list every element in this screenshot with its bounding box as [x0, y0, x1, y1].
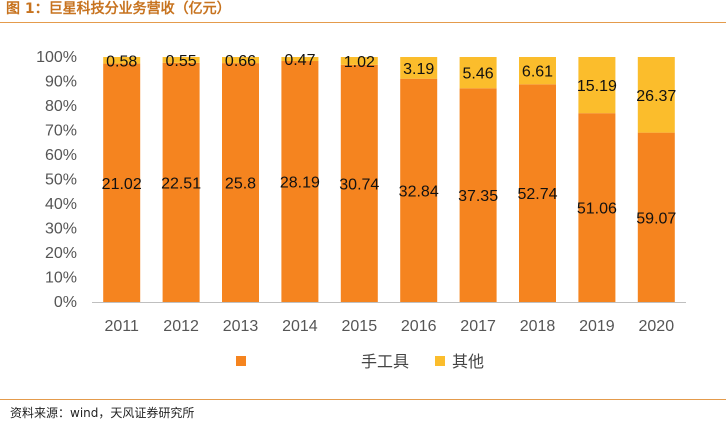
bar-segment-hand-tools	[578, 113, 616, 302]
bar-segment-other	[162, 57, 200, 63]
x-tick-label: 2015	[342, 318, 378, 335]
x-tick-label: 2018	[520, 318, 556, 335]
x-tick-label: 2019	[579, 318, 615, 335]
y-tick-label: 30%	[45, 221, 77, 238]
x-tick-label: 2017	[460, 318, 496, 335]
x-axis: 2011 2012 2013 2014 2015 2016 2017 2018 2019 2020	[104, 318, 674, 335]
data-label-hand-tools: 37.35	[458, 188, 498, 205]
x-tick-label: 2016	[401, 318, 437, 335]
y-tick-label: 70%	[45, 123, 77, 140]
data-label-hand-tools: 30.74	[339, 176, 379, 193]
y-tick-label: 10%	[45, 270, 77, 287]
bars: 21.02 0.58 22.51 0.55 25.8 0.66 28.19 0.47 30.74…	[102, 52, 676, 303]
x-tick-label: 2013	[223, 318, 259, 335]
bar-segment-hand-tools	[162, 62, 200, 303]
bar-segment-hand-tools	[281, 61, 319, 303]
bar-segment-hand-tools	[459, 88, 497, 302]
data-label-other: 1.02	[344, 54, 375, 71]
y-tick-label: 20%	[45, 245, 77, 262]
bar-segment-other	[459, 57, 497, 89]
data-label-hand-tools: 52.74	[517, 186, 557, 203]
bar-segment-hand-tools	[400, 78, 438, 302]
data-label-other: 5.46	[463, 66, 494, 83]
data-label-other: 6.61	[522, 64, 553, 81]
y-tick-label: 0%	[54, 294, 77, 311]
y-axis: 0% 10% 20% 30% 40% 50% 60% 70% 80% 90% 100%	[36, 49, 686, 311]
data-label-hand-tools: 32.84	[399, 183, 439, 200]
y-tick-label: 80%	[45, 98, 77, 115]
figure-title: 图 1：巨星科技分业务营收（亿元）	[6, 1, 231, 17]
bar-segment-hand-tools	[340, 64, 378, 303]
bar-segment-other	[578, 57, 616, 114]
bar-segment-hand-tools	[222, 63, 259, 302]
footer-rule	[0, 399, 726, 400]
data-label-hand-tools: 22.51	[161, 175, 201, 192]
x-tick-label: 2011	[104, 318, 139, 335]
data-label-hand-tools: 59.07	[636, 210, 676, 227]
data-label-other: 0.58	[106, 53, 137, 70]
bar-segment-other	[340, 57, 378, 65]
bar-segment-other	[637, 57, 675, 133]
x-tick-label: 2014	[282, 318, 318, 335]
legend-label: 手工具	[361, 352, 409, 371]
source-note: 资料来源：wind，天风证券研究所	[10, 406, 195, 420]
bar-segment-other	[400, 57, 438, 79]
bar-segment-other	[281, 57, 319, 62]
data-label-other: 26.37	[636, 88, 676, 105]
bar-segment-other	[519, 57, 556, 85]
bar-segment-hand-tools	[103, 63, 141, 302]
y-tick-label: 40%	[45, 196, 77, 213]
title-underline	[0, 22, 726, 23]
bar-segment-other	[222, 57, 259, 64]
bar-segment-other	[103, 57, 141, 64]
x-tick-label: 2020	[639, 318, 675, 335]
legend-swatch	[435, 356, 445, 366]
y-tick-label: 90%	[45, 74, 77, 91]
x-tick-label: 2012	[163, 318, 199, 335]
y-tick-label: 60%	[45, 147, 77, 164]
data-label-other: 0.47	[284, 52, 315, 69]
data-label-hand-tools: 51.06	[577, 201, 617, 218]
stacked-bar-chart: 0%10%20%30%40%50%60%70%80%90%100% 21.020…	[36, 49, 686, 371]
y-tick-label: 100%	[36, 49, 77, 66]
data-label-hand-tools: 28.19	[280, 175, 320, 192]
bar-segment-hand-tools	[519, 84, 556, 302]
y-tick-label: 50%	[45, 172, 77, 189]
data-label-hand-tools: 25.8	[225, 176, 256, 193]
data-label-other: 0.66	[225, 53, 256, 70]
data-label-other: 0.55	[166, 53, 197, 70]
data-label-other: 3.19	[403, 61, 434, 78]
data-label-other: 15.19	[577, 78, 617, 95]
legend-label: 其他	[452, 352, 484, 371]
bar-segment-hand-tools	[637, 132, 675, 302]
legend: 手工具 其他	[236, 352, 484, 371]
data-label-hand-tools: 21.02	[102, 176, 142, 193]
legend-swatch	[236, 356, 246, 366]
